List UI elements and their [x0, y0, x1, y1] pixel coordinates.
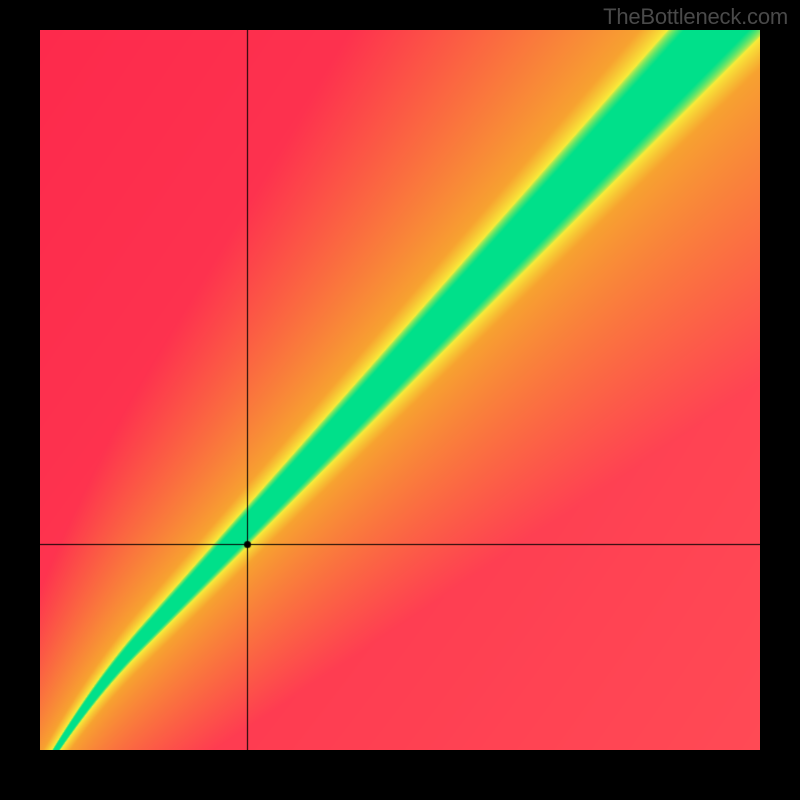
- heatmap-chart: [40, 30, 760, 750]
- watermark-text: TheBottleneck.com: [603, 4, 788, 30]
- heatmap-canvas: [40, 30, 760, 750]
